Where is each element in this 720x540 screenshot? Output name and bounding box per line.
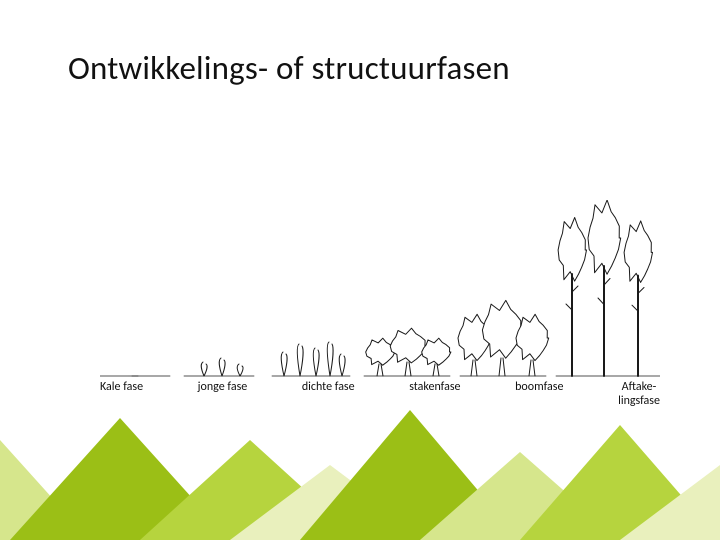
slide: Ontwikkelings- of structuurfasen Kale fa… — [0, 0, 720, 540]
phase-illustration — [100, 200, 660, 380]
phase-label: stakenfase — [409, 380, 460, 408]
phase-label: Kale fase — [100, 380, 143, 408]
phase-label: Aftake- lingsfase — [618, 380, 660, 408]
phase-label: boomfase — [515, 380, 563, 408]
phase-group — [556, 200, 660, 376]
phase-label: jonge fase — [198, 380, 248, 408]
phase-group — [184, 358, 254, 376]
phase-group — [364, 328, 451, 376]
footer-decor — [0, 410, 720, 540]
page-title: Ontwikkelings- of structuurfasen — [68, 48, 510, 88]
phase-labels-row: Kale fase jonge fase dichte fase stakenfase… — [100, 380, 660, 408]
phase-group — [272, 342, 350, 376]
phase-label: dichte fase — [302, 380, 355, 408]
phase-group — [458, 300, 549, 376]
